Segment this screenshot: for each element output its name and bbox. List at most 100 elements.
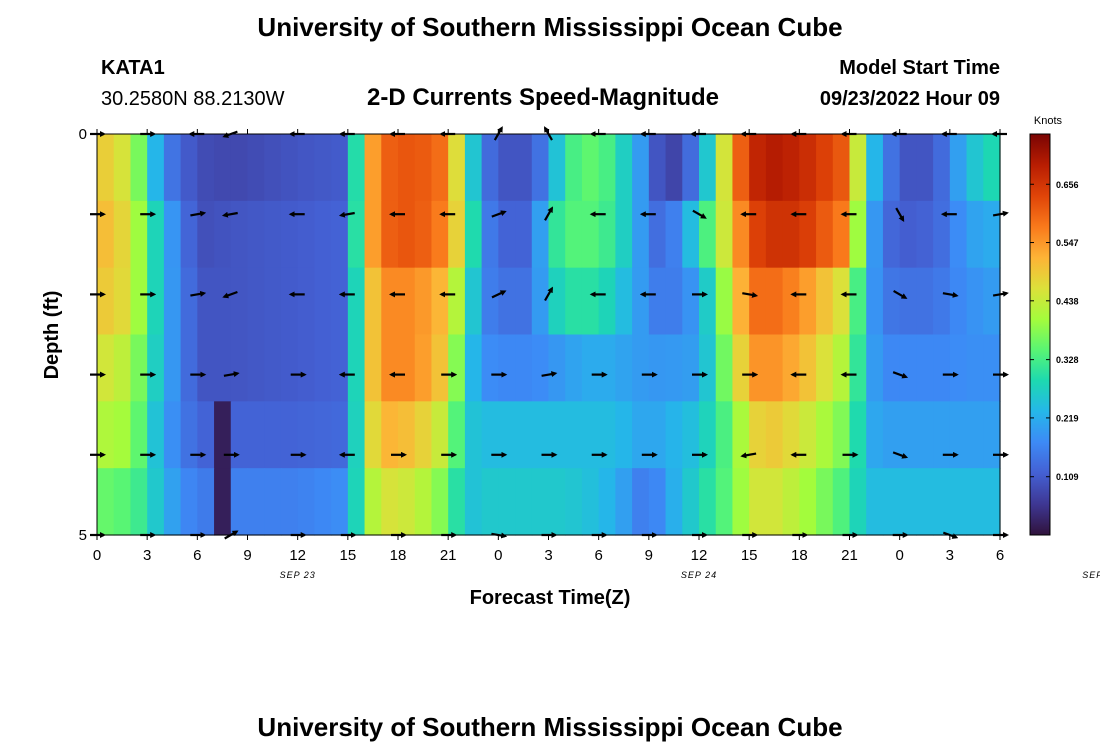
heat-cell xyxy=(765,200,784,269)
heat-cell xyxy=(230,401,249,469)
heat-cell xyxy=(448,468,466,536)
heat-cell xyxy=(230,200,249,269)
heat-cell xyxy=(214,134,232,202)
heat-cell xyxy=(565,267,583,336)
heat-cell xyxy=(632,267,650,336)
heat-cell xyxy=(933,468,951,536)
heat-cell xyxy=(632,334,650,402)
heat-cell xyxy=(816,200,834,269)
heat-cell xyxy=(715,200,734,269)
heat-cell xyxy=(531,334,550,402)
heat-cell xyxy=(398,267,416,336)
heat-cell xyxy=(665,334,683,402)
heat-cell xyxy=(364,334,382,402)
heat-cell xyxy=(849,200,867,269)
y-tick-label: 0 xyxy=(79,126,87,143)
heat-cell xyxy=(632,200,650,269)
heat-cell xyxy=(749,401,767,469)
heat-cell xyxy=(899,200,917,269)
heat-cell xyxy=(648,401,667,469)
heat-cell xyxy=(398,334,416,402)
heat-cell xyxy=(163,134,182,202)
heat-cell xyxy=(197,267,215,336)
heat-cell xyxy=(481,200,499,269)
current-vector xyxy=(544,206,553,221)
heat-cell xyxy=(916,134,934,202)
heat-cell xyxy=(147,401,165,469)
heat-cell xyxy=(314,468,332,536)
heat-cell xyxy=(832,134,851,202)
heat-cell xyxy=(381,134,399,202)
heat-cell xyxy=(113,267,132,336)
heat-cell xyxy=(297,134,315,202)
heat-cell xyxy=(782,267,800,336)
heat-cell xyxy=(214,401,232,469)
heat-cell xyxy=(548,267,566,336)
heat-cell xyxy=(581,334,600,402)
heat-cell xyxy=(280,468,299,536)
heat-cell xyxy=(414,401,433,469)
heat-cell xyxy=(130,401,148,469)
heat-cell xyxy=(632,134,650,202)
heat-cell xyxy=(481,267,499,336)
heat-cell xyxy=(765,334,784,402)
heat-cell xyxy=(381,468,399,536)
x-tick-label: 9 xyxy=(645,547,653,564)
heat-cell xyxy=(782,134,800,202)
heat-cell xyxy=(648,334,667,402)
heat-cell xyxy=(832,334,851,402)
colorbar-tick-label: 0.109 xyxy=(1056,472,1079,482)
heat-cell xyxy=(816,468,834,536)
heat-cell xyxy=(464,334,483,402)
heat-cell xyxy=(498,401,516,469)
heat-cell xyxy=(866,468,884,536)
heat-cell xyxy=(866,267,884,336)
heat-cell xyxy=(849,134,867,202)
colorbar-ticks: 0.109 0.219 0.328 0.438 0.547 0.656 xyxy=(1030,180,1079,482)
heat-cell xyxy=(699,334,717,402)
heat-cell xyxy=(347,267,366,336)
y-tick-label: 5 xyxy=(79,527,87,544)
current-vector xyxy=(541,371,558,378)
heat-cell xyxy=(515,200,533,269)
heat-cell xyxy=(682,200,700,269)
current-vector xyxy=(942,291,959,298)
heat-cell xyxy=(280,334,299,402)
heat-cell xyxy=(515,334,533,402)
heat-cell xyxy=(163,334,182,402)
colorbar-label: Knots xyxy=(1034,115,1063,127)
heat-cell xyxy=(398,468,416,536)
heat-cell xyxy=(398,134,416,202)
heat-cell xyxy=(381,401,399,469)
heat-cell xyxy=(163,468,182,536)
heat-cell xyxy=(933,267,951,336)
heat-cell xyxy=(247,200,265,269)
heat-cell xyxy=(264,134,282,202)
heat-cell xyxy=(799,134,817,202)
heat-cell xyxy=(832,468,851,536)
heat-cell xyxy=(230,468,249,536)
heat-cell xyxy=(498,468,516,536)
heat-cell xyxy=(966,134,984,202)
current-vector xyxy=(223,371,240,378)
heat-cell xyxy=(314,267,332,336)
heat-cell xyxy=(197,200,215,269)
heat-cell xyxy=(147,134,165,202)
heat-cell xyxy=(481,134,499,202)
heat-cell xyxy=(665,401,683,469)
x-tick-label: 18 xyxy=(791,547,808,564)
current-vector xyxy=(491,290,507,299)
heat-cell xyxy=(581,267,600,336)
date-label: SEP 23 xyxy=(280,570,316,580)
heat-cell xyxy=(197,134,215,202)
heat-cell xyxy=(414,334,433,402)
heat-cell xyxy=(147,267,165,336)
heat-cell xyxy=(983,200,1001,269)
heat-cell xyxy=(398,401,416,469)
heat-cell xyxy=(331,334,349,402)
heat-cell xyxy=(665,468,683,536)
heat-cell xyxy=(481,334,499,402)
heat-cell xyxy=(682,267,700,336)
x-tick-label: 3 xyxy=(143,547,151,564)
heat-cell xyxy=(749,200,767,269)
